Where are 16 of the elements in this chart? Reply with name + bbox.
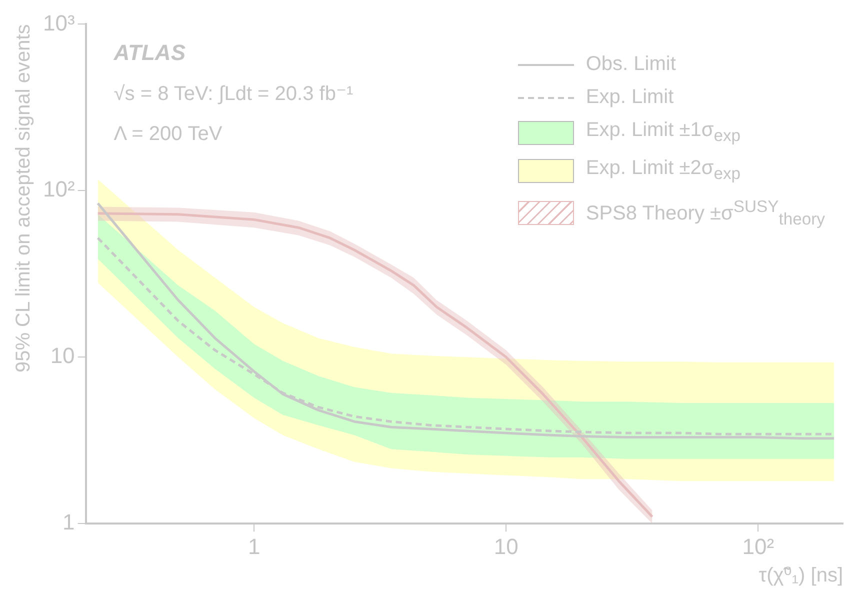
legend-label: Obs. Limit: [586, 52, 676, 77]
y-tick-label: 1: [62, 510, 75, 535]
x-tick-label: 1: [248, 534, 260, 559]
legend-label: Exp. Limit: [586, 85, 674, 110]
annotation: ATLAS: [112, 40, 186, 66]
legend-label: Exp. Limit ±1σ$_{exp}$: [586, 118, 741, 147]
annotation: √s = 8 TeV: ∫Ldt = 20.3 fb⁻¹: [114, 83, 354, 106]
x-tick-label: 10²: [742, 534, 774, 559]
x-tick-label: 10: [494, 534, 518, 559]
y-tick-label: 10: [50, 343, 75, 368]
y-tick-label: 10²: [43, 176, 75, 202]
legend-label: Exp. Limit ±2σ$_{exp}$: [586, 156, 741, 185]
x-axis-title: τ(χ̃⁰₁) [ns]: [758, 564, 843, 587]
annotation: Λ = 200 TeV: [114, 123, 223, 146]
y-axis-title: 95% CL limit on accepted signal events: [12, 24, 35, 373]
y-tick-label: 10³: [43, 10, 75, 36]
